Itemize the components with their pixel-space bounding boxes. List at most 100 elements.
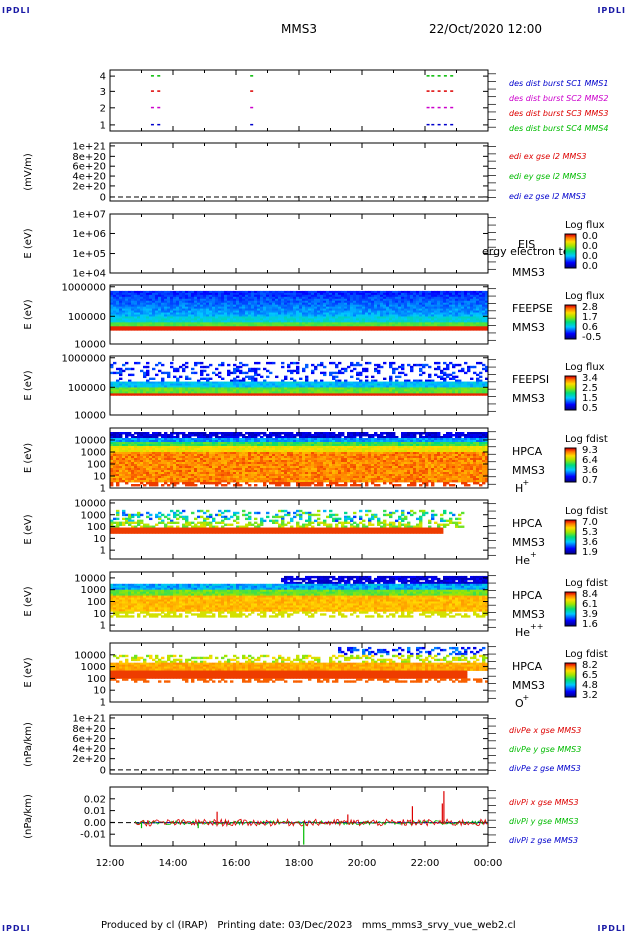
- spectrogram-cell: [143, 365, 147, 369]
- spectrogram-cell: [401, 383, 405, 386]
- spectrogram-cell: [188, 484, 192, 487]
- spectrogram-cell: [254, 294, 258, 298]
- burst-mark: [426, 75, 430, 77]
- spectrogram-cell: [302, 316, 306, 319]
- spectrogram-cell: [179, 302, 183, 306]
- spectrogram-cell: [293, 387, 297, 390]
- spectrogram-cell: [362, 381, 366, 384]
- spectrogram-cell: [386, 316, 390, 319]
- spectrogram-cell: [338, 316, 342, 319]
- spectrogram-cell: [473, 290, 477, 294]
- spectrogram-cell: [416, 393, 420, 396]
- spectrogram-cell: [353, 322, 357, 325]
- spectrogram-cell: [362, 326, 366, 329]
- spectrogram-cell: [197, 296, 201, 300]
- spectrogram-cell: [479, 371, 483, 375]
- spectrogram-cell: [482, 314, 486, 317]
- spectrogram-cell: [140, 391, 144, 394]
- spectrogram-cell: [272, 314, 276, 317]
- spectrogram-cell: [329, 318, 333, 321]
- spectrogram-cell: [257, 316, 261, 319]
- spectrogram-cell: [242, 320, 246, 323]
- spectrogram-cell: [296, 318, 300, 321]
- legend-entry: edi ey gse l2 MMS3: [509, 172, 587, 181]
- spectrogram-cell: [464, 306, 468, 309]
- spectrogram-cell: [416, 300, 420, 304]
- spectrogram-cell: [176, 304, 180, 308]
- spectrogram-cell: [359, 322, 363, 325]
- spectrogram-cell: [197, 292, 201, 296]
- spectrogram-cell: [368, 318, 372, 321]
- spectrogram-cell: [308, 298, 312, 302]
- spectrogram-cell: [134, 324, 138, 327]
- spectrogram-cell: [233, 308, 237, 311]
- spectrogram-cell: [368, 381, 372, 384]
- spectrogram-cell: [152, 326, 156, 329]
- spectrogram-cell: [290, 300, 294, 304]
- spectrogram-cell: [329, 302, 333, 306]
- spectrogram-cell: [356, 328, 360, 331]
- spectrogram-cell: [317, 328, 321, 331]
- spectrogram-cell: [209, 316, 213, 319]
- burst-mark: [437, 106, 441, 109]
- spectrogram-cell: [233, 290, 237, 294]
- spectrogram-cell: [368, 298, 372, 302]
- spectrogram-cell: [167, 322, 171, 325]
- spectrogram-cell: [260, 389, 264, 392]
- spectrogram-cell: [230, 393, 234, 396]
- spectrogram-cell: [137, 391, 141, 394]
- y-tick-label: 1: [100, 120, 106, 131]
- spectrogram-cell: [473, 308, 477, 311]
- spectrogram-cell: [350, 318, 354, 321]
- spectrogram-cell: [467, 314, 471, 317]
- spectrogram-cell: [467, 316, 471, 319]
- spectrogram-cell: [449, 385, 453, 388]
- spectrogram-cell: [227, 300, 231, 304]
- spectrogram-cell: [371, 290, 375, 294]
- spectrogram-cell: [485, 312, 489, 315]
- spectrogram-cell: [308, 320, 312, 323]
- spectrogram-cell: [227, 328, 231, 331]
- spectrogram-cell: [365, 387, 369, 390]
- spectrogram-cell: [461, 383, 465, 386]
- spectrogram-cell: [407, 379, 411, 382]
- spectrogram-cell: [404, 300, 408, 304]
- spectrogram-cell: [377, 383, 381, 386]
- spectrogram-cell: [302, 296, 306, 300]
- spectrogram-cell: [443, 377, 447, 380]
- spectrogram-cell: [485, 383, 489, 386]
- spectrogram-cell: [143, 484, 147, 487]
- spectrogram-cell: [440, 322, 444, 325]
- spectrogram-cell: [224, 320, 228, 323]
- spectrogram-cell: [266, 383, 270, 386]
- spectrogram-cell: [482, 322, 486, 325]
- spectrogram-cell: [266, 328, 270, 331]
- spectrogram-cell: [398, 324, 402, 327]
- spectrogram-cell: [443, 387, 447, 390]
- spectrogram-cell: [428, 389, 432, 392]
- spectrogram-cell: [422, 328, 426, 331]
- spectrogram-cell: [110, 363, 114, 367]
- spectrogram-cell: [401, 318, 405, 321]
- spectrogram-cell: [215, 324, 219, 327]
- spectrogram-cell: [485, 318, 489, 321]
- spectrogram-cell: [317, 312, 321, 315]
- spectrogram-cell: [269, 316, 273, 319]
- spectrogram-cell: [131, 389, 135, 392]
- spectrogram-cell: [113, 322, 117, 325]
- spectrogram-cell: [122, 310, 126, 313]
- spectrogram-cell: [353, 389, 357, 392]
- spectrogram-cell: [191, 328, 195, 331]
- spectrogram-cell: [371, 312, 375, 315]
- spectrogram-cell: [434, 318, 438, 321]
- spectrogram-cell: [125, 387, 129, 390]
- spectrogram-cell: [383, 296, 387, 300]
- spectrogram-cell: [386, 393, 390, 396]
- spectrogram-cell: [176, 383, 180, 386]
- spectrogram-cell: [332, 312, 336, 315]
- spectrogram-cell: [431, 385, 435, 388]
- spectrogram-cell: [119, 308, 123, 311]
- spectrogram-cell: [278, 316, 282, 319]
- spectrogram-cell: [212, 322, 216, 325]
- colorbar-label: 0.5: [582, 403, 598, 414]
